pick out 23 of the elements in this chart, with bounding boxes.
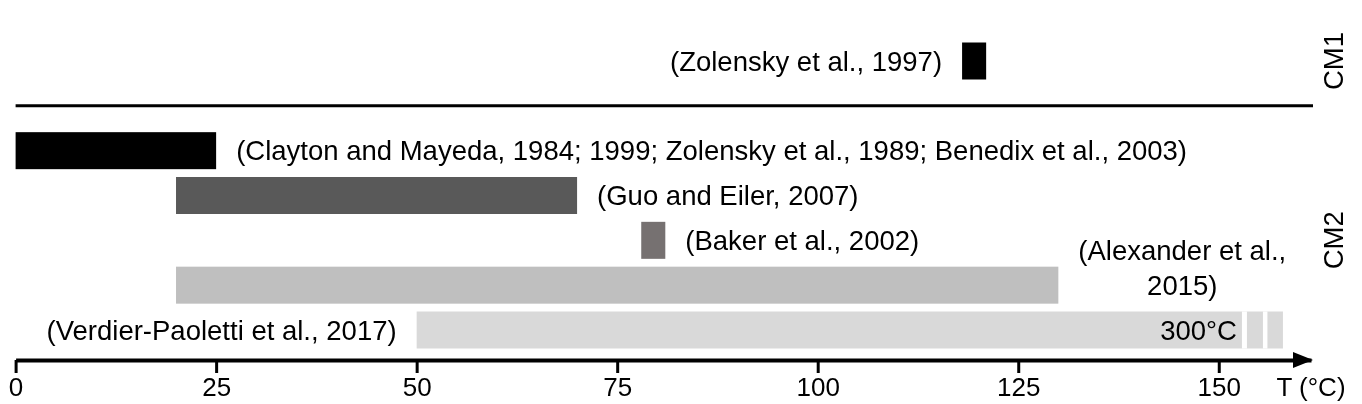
bar <box>176 177 578 214</box>
x-tick-label: 100 <box>796 372 840 403</box>
x-axis-title: T (°C) <box>1276 372 1346 402</box>
y-tick-label: (Baker et al., 2002) <box>685 224 920 256</box>
y-tick-label: (Alexander et al., 2015) <box>1078 234 1287 301</box>
x-tick-label: 50 <box>402 372 432 403</box>
text: CM2 <box>1317 211 1349 270</box>
x-tick-label: 150 <box>1197 372 1241 403</box>
bar <box>416 311 1283 349</box>
x-tick-label: 0 <box>8 372 24 403</box>
y-tick-label: (Zolensky et al., 1997) <box>670 45 943 77</box>
y-tick-label: (Guo and Eiler, 2007) <box>597 180 859 211</box>
y-tick-label: (Clayton and Mayeda, 1984; 1999; Zolensky et al., 1989; Benedix et al., 2003) <box>236 135 1188 167</box>
text: CM1 <box>1317 31 1349 91</box>
x-tick-label: 125 <box>997 372 1041 403</box>
x-tick-label: 25 <box>202 372 232 403</box>
annotation: 300°C <box>1160 314 1237 346</box>
bar <box>176 266 1059 304</box>
bar <box>641 221 666 259</box>
x-tick-label: 75 <box>603 372 633 403</box>
y-tick-label: (Verdier-Paoletti et al., 2017) <box>46 314 397 346</box>
bar <box>15 132 217 170</box>
bar <box>962 42 987 80</box>
